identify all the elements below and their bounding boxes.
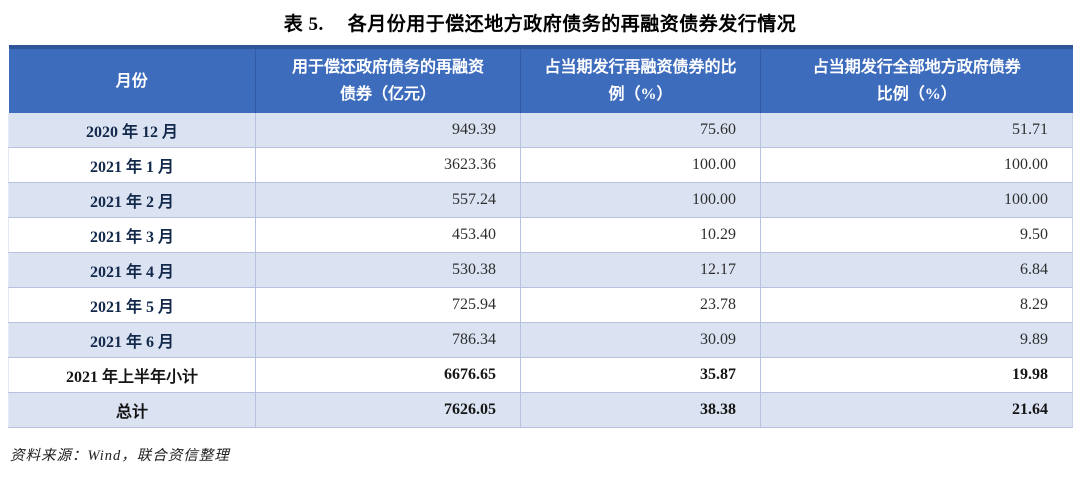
pct-all-cell: 100.00 — [760, 147, 1073, 183]
table-row: 2021 年 1 月 3623.36 100.00 100.00 — [8, 147, 1073, 183]
table-caption: 各月份用于偿还地方政府债务的再融资债券发行情况 — [347, 14, 797, 35]
header-repayment-amount-line1: 用于偿还政府债务的再融资 — [291, 59, 484, 76]
month-cell: 2021 年上半年小计 — [8, 357, 256, 393]
pct-refinancing-cell: 100.00 — [520, 182, 761, 218]
month-cell: 2021 年 6 月 — [8, 322, 256, 358]
amount-cell: 7626.05 — [255, 392, 521, 428]
month-cell: 2021 年 4 月 — [8, 252, 256, 288]
header-month-line1: 月份 — [115, 72, 148, 90]
pct-all-cell: 19.98 — [760, 357, 1073, 393]
header-pct-all-bonds-line1: 占当期发行全部地方政府债券 — [812, 59, 1021, 76]
pct-refinancing-cell: 30.09 — [520, 322, 761, 358]
header-pct-all-bonds-line2: 比例（%） — [876, 86, 957, 103]
amount-cell: 453.40 — [255, 217, 521, 253]
table-row: 2021 年上半年小计 6676.65 35.87 19.98 — [8, 357, 1073, 393]
table-row: 2020 年 12 月 949.39 75.60 51.71 — [8, 113, 1073, 148]
data-source-note: 资料来源：Wind，联合资信整理 — [10, 448, 230, 464]
pct-refinancing-cell: 38.38 — [520, 392, 761, 428]
amount-cell: 530.38 — [255, 252, 521, 288]
month-cell: 2020 年 12 月 — [8, 113, 256, 148]
pct-all-cell: 100.00 — [760, 182, 1073, 218]
amount-cell: 949.39 — [255, 113, 521, 148]
month-cell: 2021 年 2 月 — [8, 182, 256, 218]
amount-cell: 557.24 — [255, 182, 521, 218]
amount-cell: 6676.65 — [255, 357, 521, 393]
pct-refinancing-cell: 75.60 — [520, 113, 761, 148]
amount-cell: 786.34 — [255, 322, 521, 358]
table-row: 2021 年 3 月 453.40 10.29 9.50 — [8, 217, 1073, 253]
header-month: 月份 — [8, 45, 256, 113]
table-row: 总计 7626.05 38.38 21.64 — [8, 392, 1073, 428]
table-row: 2021 年 2 月 557.24 100.00 100.00 — [8, 182, 1073, 218]
refinancing-bond-table: 月份 用于偿还政府债务的再融资 债券（亿元） 占当期发行再融资债券的比 例（%） 占… — [8, 45, 1073, 428]
header-pct-refinancing-line1: 占当期发行再融资债券的比 — [544, 59, 737, 76]
amount-cell: 3623.36 — [255, 147, 521, 183]
pct-all-cell: 51.71 — [760, 113, 1073, 148]
pct-all-cell: 8.29 — [760, 287, 1073, 323]
header-repayment-amount-line2: 债券（亿元） — [339, 86, 436, 103]
header-repayment-amount: 用于偿还政府债务的再融资 债券（亿元） — [255, 45, 521, 113]
pct-all-cell: 21.64 — [760, 392, 1073, 428]
table-title: 表 5. 各月份用于偿还地方政府债务的再融资债券发行情况 — [0, 0, 1080, 36]
month-cell: 2021 年 3 月 — [8, 217, 256, 253]
pct-refinancing-cell: 10.29 — [520, 217, 761, 253]
table-row: 2021 年 6 月 786.34 30.09 9.89 — [8, 322, 1073, 358]
table-row: 2021 年 5 月 725.94 23.78 8.29 — [8, 287, 1073, 323]
table-number: 表 5. — [283, 14, 324, 35]
amount-cell: 725.94 — [255, 287, 521, 323]
pct-refinancing-cell: 12.17 — [520, 252, 761, 288]
pct-refinancing-cell: 35.87 — [520, 357, 761, 393]
pct-all-cell: 9.89 — [760, 322, 1073, 358]
month-cell: 2021 年 5 月 — [8, 287, 256, 323]
header-pct-refinancing: 占当期发行再融资债券的比 例（%） — [520, 45, 761, 113]
header-pct-all-bonds: 占当期发行全部地方政府债券 比例（%） — [760, 45, 1073, 113]
table-body: 2020 年 12 月 949.39 75.60 51.71 2021 年 1 月 362… — [8, 113, 1073, 428]
pct-all-cell: 6.84 — [760, 252, 1073, 288]
pct-refinancing-cell: 100.00 — [520, 147, 761, 183]
pct-refinancing-cell: 23.78 — [520, 287, 761, 323]
header-pct-refinancing-line2: 例（%） — [608, 86, 673, 103]
pct-all-cell: 9.50 — [760, 217, 1073, 253]
month-cell: 总计 — [8, 392, 256, 428]
month-cell: 2021 年 1 月 — [8, 147, 256, 183]
table-row: 2021 年 4 月 530.38 12.17 6.84 — [8, 252, 1073, 288]
table-header-row: 月份 用于偿还政府债务的再融资 债券（亿元） 占当期发行再融资债券的比 例（%） 占… — [8, 45, 1073, 113]
